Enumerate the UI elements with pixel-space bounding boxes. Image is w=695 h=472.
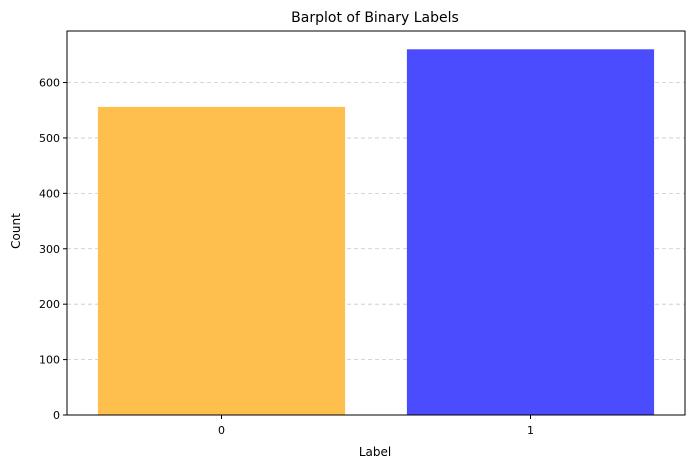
bars — [97, 49, 655, 416]
ticks: 0 100 200 300 400 500 600 0 1 — [39, 77, 534, 437]
plot-frame — [66, 30, 686, 416]
bar-1 — [406, 49, 655, 416]
y-tick-label: 0 — [53, 409, 60, 422]
y-tick-label: 400 — [39, 187, 60, 200]
y-tick-label: 500 — [39, 132, 60, 145]
y-axis-label: Count — [9, 213, 23, 249]
x-tick-label: 1 — [527, 424, 534, 437]
y-tick-label: 200 — [39, 298, 60, 311]
y-tick-label: 600 — [39, 77, 60, 90]
x-axis-label: Label — [359, 445, 391, 459]
axes — [66, 30, 686, 416]
x-tick-label: 0 — [218, 424, 225, 437]
y-tick-label: 300 — [39, 243, 60, 256]
bar-0 — [97, 106, 346, 415]
y-tick-label: 100 — [39, 354, 60, 367]
chart-title: Barplot of Binary Labels — [291, 10, 459, 26]
